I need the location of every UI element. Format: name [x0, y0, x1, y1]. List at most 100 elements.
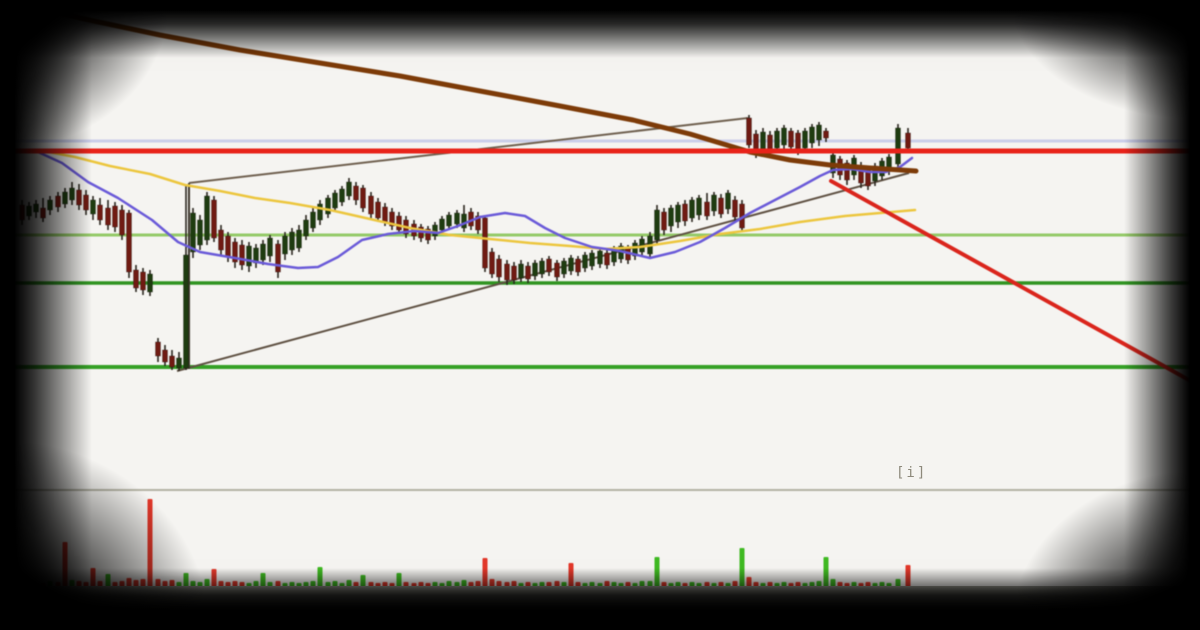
candle [90, 196, 96, 220]
candle [339, 186, 345, 206]
candle [267, 235, 273, 262]
candle [396, 212, 402, 234]
candle [895, 124, 901, 170]
volume-bar-down [62, 542, 68, 587]
candle [375, 198, 381, 222]
candle [112, 202, 118, 232]
volume-bar-up [654, 557, 660, 587]
candle [632, 240, 638, 260]
volume-bar-down [482, 558, 488, 587]
candle [353, 182, 359, 205]
volume-bar-up [260, 573, 266, 587]
watermark-info-glyph: [i] [896, 465, 928, 481]
candle [482, 215, 488, 272]
candle [47, 196, 53, 215]
candle [275, 240, 281, 278]
volume-bar-down [90, 568, 96, 587]
candle [289, 228, 295, 255]
candle [704, 193, 710, 220]
volume-bars-layer [19, 499, 911, 587]
candle [105, 200, 111, 230]
candle [668, 205, 674, 232]
volume-bar-up [823, 557, 829, 587]
candle [554, 260, 560, 281]
candle [696, 195, 702, 220]
candle [147, 270, 153, 296]
candle [239, 240, 245, 270]
candle [582, 252, 588, 272]
candle [332, 190, 338, 212]
candle [368, 192, 374, 218]
candle [575, 256, 581, 276]
candle [317, 200, 323, 225]
volume-bar-down [211, 569, 217, 587]
candle [568, 255, 574, 275]
candle [19, 200, 25, 225]
candle [76, 184, 82, 210]
candle [589, 250, 595, 270]
candle [489, 248, 495, 278]
candle [532, 260, 538, 280]
candle [675, 202, 681, 228]
candle [360, 185, 366, 212]
candle [325, 195, 331, 218]
volume-bar-up [396, 573, 402, 587]
candle [55, 192, 61, 212]
candle [260, 240, 266, 265]
candle [809, 124, 815, 148]
volume-bar-up [183, 573, 189, 587]
candle [711, 192, 717, 216]
candle [246, 242, 252, 272]
candle [774, 128, 780, 152]
candle [418, 224, 424, 242]
candle [218, 225, 224, 255]
candle [303, 215, 309, 240]
candle [732, 196, 738, 222]
candle [725, 190, 731, 214]
candle [40, 198, 46, 222]
candle [62, 188, 68, 208]
candle [97, 198, 103, 225]
candle [781, 125, 787, 150]
candle [802, 128, 808, 152]
candle [905, 128, 911, 152]
candle [561, 258, 567, 278]
candle [689, 197, 695, 222]
candle [126, 210, 132, 278]
candle [119, 205, 125, 240]
candle [654, 205, 660, 245]
candle [475, 212, 481, 234]
candle [496, 255, 502, 282]
candle [310, 208, 316, 232]
candle [204, 192, 210, 245]
candle [546, 256, 552, 276]
candle [525, 262, 531, 283]
candle [296, 225, 302, 252]
candle [539, 258, 545, 278]
candle [718, 194, 724, 218]
candle [211, 196, 217, 242]
candle [26, 202, 32, 220]
candle [83, 190, 89, 215]
candle [346, 178, 352, 200]
candle [183, 185, 189, 370]
ma-brown-long [11, 0, 919, 174]
volume-baseline-strip [0, 586, 1200, 616]
candle [597, 248, 603, 268]
volume-bar-down [905, 565, 911, 587]
volume-bar-up [739, 548, 745, 587]
candle [169, 350, 175, 370]
candle [253, 244, 259, 268]
candle [461, 205, 467, 232]
candle [788, 128, 794, 152]
volume-bar-down [147, 499, 153, 587]
ma-blue-medium [36, 150, 914, 270]
candle [661, 208, 667, 235]
candle [69, 182, 75, 205]
volume-bar-down [568, 563, 574, 587]
candle [425, 226, 431, 244]
candle [33, 200, 39, 218]
candle [389, 208, 395, 230]
candle [232, 238, 238, 268]
